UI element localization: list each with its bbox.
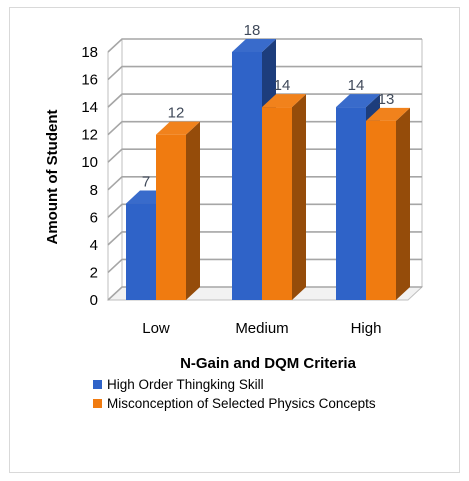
data-label: 7 [142,174,150,191]
bar-top [156,121,200,135]
y-tick-label: 16 [81,72,98,89]
bar-top [336,94,380,108]
gridline [107,38,422,53]
bar-front [232,52,262,300]
y-tick-label: 0 [90,292,98,309]
bar-side [186,121,200,301]
data-label: 12 [168,105,185,122]
x-tick-label: Low [142,320,170,337]
legend-item: Misconception of Selected Physics Concep… [93,396,376,411]
legend-swatch [93,399,102,408]
y-tick-label: 14 [81,99,98,116]
bar-front [366,120,396,300]
bar-front [126,203,156,300]
y-axis-title: Amount of Student [44,110,61,245]
legend: High Order Thingking Skill Misconception … [93,377,376,411]
y-tick-label: 10 [81,154,98,171]
data-label: 14 [274,77,291,94]
gridline [107,203,422,218]
x-axis-title: N-Gain and DQM Criteria [180,355,357,372]
gridline [107,65,422,81]
bar [156,121,200,301]
legend-item: High Order Thingking Skill [93,377,264,392]
bar-top [262,94,306,108]
bar [262,94,306,300]
gridline [107,175,422,191]
gridline [107,258,422,274]
gridline [107,120,422,136]
bar-side [396,107,410,300]
gridline [107,286,422,301]
y-tick-label: 18 [81,44,98,61]
bar-side [292,94,306,300]
data-label: 13 [378,91,395,108]
y-tick-label: 8 [90,182,98,199]
gridline [107,231,422,246]
y-tick-label: 2 [90,264,98,281]
bar-front [156,134,186,300]
y-tick-label: 12 [81,127,98,144]
y-tick-label: 6 [90,209,98,226]
legend-swatch [93,380,102,389]
gridline [107,148,422,163]
x-tick-label: Medium [235,320,288,337]
legend-label: Misconception of Selected Physics Concep… [107,396,376,411]
bar-front [336,107,366,300]
y-tick-label: 4 [90,237,98,254]
bar [366,107,410,300]
bar-top [232,39,276,52]
bar-top [366,107,410,121]
data-label: 18 [244,22,261,39]
bar-front [262,107,292,300]
data-label: 14 [348,77,365,94]
gridline [107,93,422,108]
legend-label: High Order Thingking Skill [107,377,264,392]
x-tick-label: High [351,320,382,337]
